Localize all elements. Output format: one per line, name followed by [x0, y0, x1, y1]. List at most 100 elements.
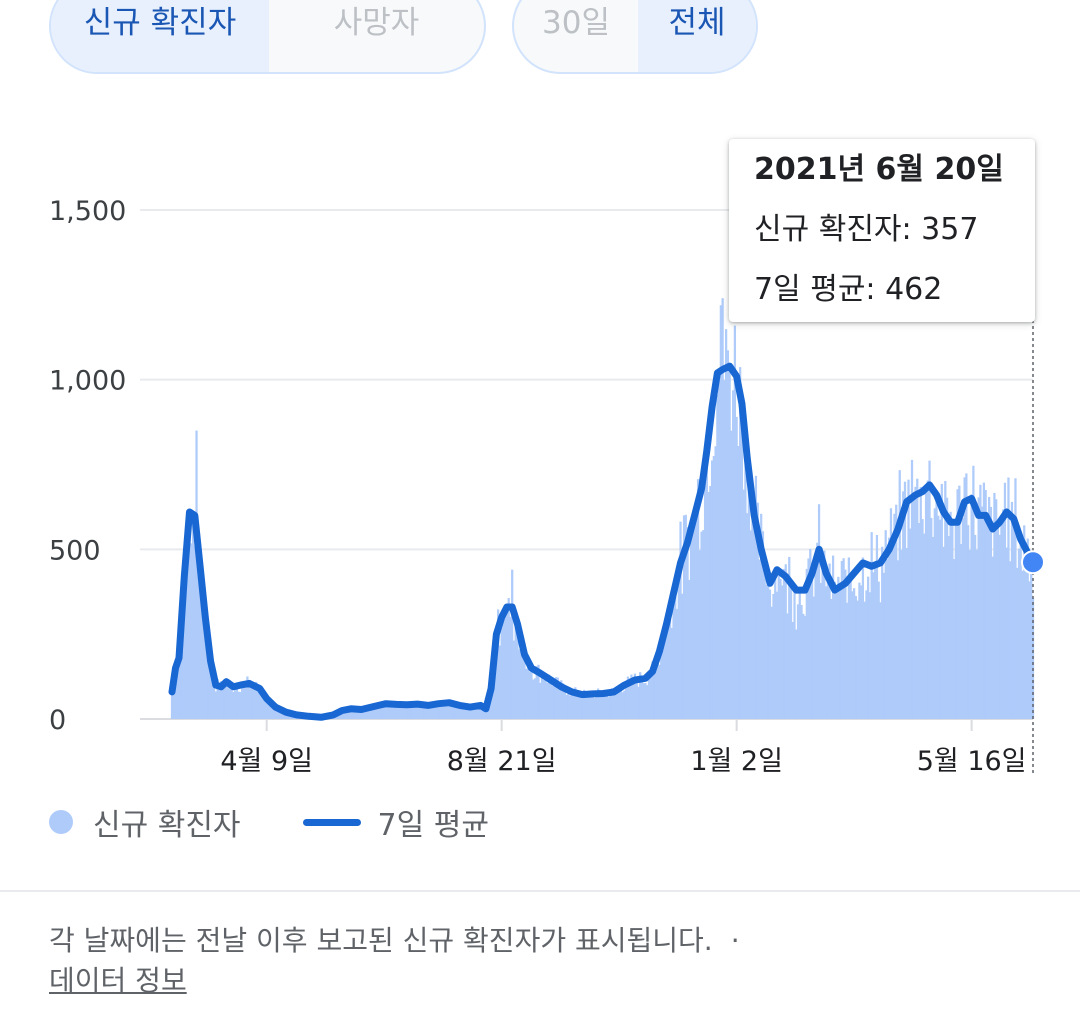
- daily-bar: [237, 691, 240, 719]
- daily-bar: [819, 582, 822, 719]
- daily-bar: [346, 708, 349, 719]
- cases-chart[interactable]: 0 500 1,000 1,500 4월 9일 8월 21일 1월 2일 5월 16일: [0, 0, 1080, 800]
- daily-bar: [577, 695, 580, 719]
- daily-bar: [353, 711, 356, 719]
- daily-bar: [758, 559, 761, 719]
- daily-bar: [546, 682, 549, 719]
- daily-bar: [888, 537, 891, 719]
- daily-bar: [912, 498, 915, 719]
- daily-bar: [765, 584, 768, 719]
- daily-bar: [937, 515, 940, 719]
- daily-bar: [970, 494, 973, 719]
- daily-bar: [674, 588, 677, 719]
- daily-bar: [653, 658, 656, 719]
- daily-bar: [1014, 478, 1017, 719]
- daily-bar: [756, 502, 759, 719]
- daily-bar: [1028, 581, 1031, 719]
- daily-bar: [786, 613, 789, 719]
- daily-bar: [223, 687, 226, 719]
- daily-bar: [500, 627, 503, 719]
- daily-bar: [381, 705, 384, 719]
- daily-bar: [661, 642, 665, 719]
- daily-bar: [246, 676, 249, 719]
- daily-bar: [467, 705, 470, 719]
- footnote-text: 각 날짜에는 전날 이후 보고된 신규 확진자가 표시됩니다.: [49, 924, 713, 957]
- daily-bar: [735, 416, 738, 719]
- daily-bar: [400, 707, 403, 719]
- daily-bar: [861, 557, 865, 719]
- daily-bar: [865, 590, 868, 719]
- range-toggle: 30일 전체: [512, 0, 758, 74]
- daily-bar: [575, 695, 579, 719]
- daily-bar: [198, 589, 202, 719]
- new-cases-tab[interactable]: 신규 확진자: [51, 0, 269, 72]
- daily-bar: [504, 610, 507, 719]
- daily-bar: [512, 640, 516, 719]
- daily-bar: [900, 549, 903, 719]
- daily-bar: [858, 582, 861, 719]
- daily-bar: [830, 598, 833, 719]
- daily-bar: [642, 683, 645, 719]
- daily-bar: [812, 596, 815, 719]
- daily-bar: [779, 578, 782, 719]
- daily-bar: [909, 528, 912, 719]
- daily-bar: [242, 681, 246, 719]
- daily-bar: [670, 627, 673, 719]
- range-all-tab[interactable]: 전체: [638, 0, 756, 72]
- daily-bar: [216, 679, 219, 719]
- daily-bar: [688, 579, 691, 719]
- daily-bar: [379, 705, 382, 719]
- daily-bar: [746, 513, 749, 719]
- daily-bar: [588, 691, 591, 719]
- daily-bar: [774, 578, 777, 719]
- daily-bar: [893, 513, 896, 719]
- daily-bar: [463, 705, 466, 719]
- daily-bar: [644, 682, 647, 719]
- daily-bar: [340, 712, 344, 719]
- daily-bar: [798, 592, 801, 719]
- daily-bar: [618, 686, 621, 719]
- daily-bar: [875, 534, 879, 719]
- daily-bar: [395, 703, 398, 719]
- daily-bar: [672, 607, 675, 719]
- daily-bar: [525, 668, 528, 719]
- daily-bar: [854, 596, 858, 719]
- daily-bar: [532, 679, 535, 719]
- daily-bar: [1003, 482, 1007, 719]
- daily-bar: [747, 477, 751, 719]
- daily-bar: [539, 682, 542, 719]
- daily-bar: [959, 543, 963, 719]
- daily-bar: [186, 568, 189, 719]
- deaths-tab[interactable]: 사망자: [333, 5, 420, 41]
- daily-bar: [432, 701, 435, 719]
- daily-bar: [867, 576, 870, 719]
- daily-bar: [796, 604, 800, 719]
- daily-bar: [933, 508, 936, 719]
- daily-bar: [684, 514, 687, 719]
- daily-bar: [905, 548, 908, 719]
- daily-bar: [788, 556, 791, 719]
- daily-bar: [821, 553, 824, 719]
- daily-bar: [628, 678, 631, 719]
- daily-bar: [1009, 561, 1012, 719]
- daily-bar: [863, 601, 866, 719]
- daily-bar: [586, 690, 589, 719]
- daily-bar: [279, 709, 282, 719]
- daily-bar: [276, 706, 279, 719]
- daily-bar: [418, 704, 421, 719]
- daily-bar: [369, 709, 372, 719]
- daily-bar: [784, 564, 787, 719]
- daily-bar: [965, 473, 968, 719]
- data-info-link[interactable]: 데이터 정보: [49, 964, 187, 997]
- range-30-days-tab[interactable]: 30일: [542, 5, 610, 41]
- daily-bar: [1024, 568, 1028, 719]
- daily-bar: [202, 619, 205, 719]
- daily-bar: [986, 520, 989, 719]
- daily-bar: [823, 550, 826, 719]
- daily-bar: [551, 685, 554, 719]
- daily-bar: [416, 704, 419, 719]
- daily-bar: [605, 692, 609, 719]
- daily-bar: [414, 704, 417, 719]
- daily-bar: [570, 689, 573, 719]
- daily-bar: [239, 691, 242, 719]
